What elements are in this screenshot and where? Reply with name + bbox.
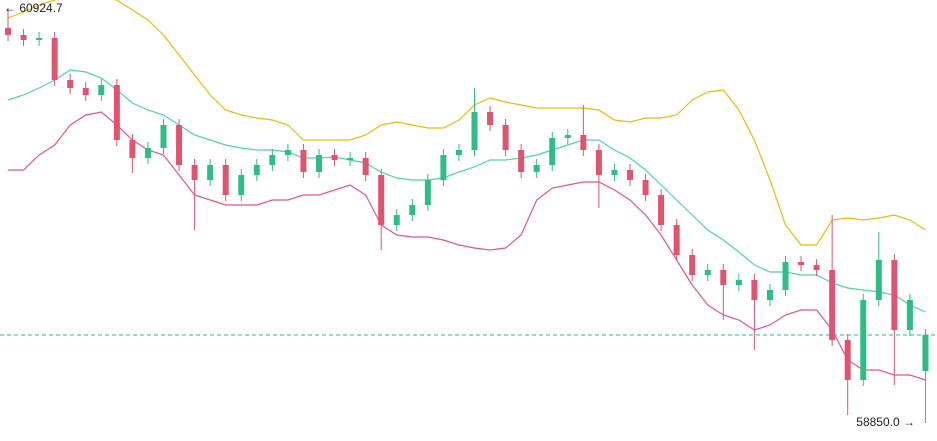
candle-body	[67, 80, 74, 88]
high-label: ← 60924.7	[4, 1, 63, 15]
candle-body	[347, 158, 354, 160]
candles	[0, 8, 937, 423]
candle-body	[362, 158, 369, 175]
candle-body	[533, 165, 540, 172]
candle-body	[207, 165, 214, 180]
candle-body	[627, 170, 633, 180]
candle-body	[36, 38, 43, 40]
candle-body	[5, 28, 11, 35]
candle-body	[284, 150, 291, 155]
candle-body	[378, 175, 385, 225]
candle-body	[689, 255, 696, 275]
candle-body	[238, 175, 245, 195]
candle-body	[144, 148, 151, 158]
candle-body	[658, 195, 665, 225]
candle-body	[813, 265, 820, 270]
bands	[7, 0, 926, 381]
candle-body	[191, 165, 198, 180]
candle-body	[113, 85, 120, 140]
candle-body	[471, 112, 478, 150]
candle-body	[735, 280, 742, 285]
candle-body	[176, 125, 183, 165]
candle-body	[906, 300, 913, 330]
band-line	[8, 111, 926, 381]
candle-body	[782, 262, 789, 290]
candle-body	[798, 262, 805, 265]
candle-body	[129, 140, 136, 158]
low-label: 58850.0 →	[856, 415, 915, 429]
candle-body	[704, 270, 711, 275]
candle-body	[51, 38, 58, 80]
candle-body	[316, 155, 322, 172]
candle-body	[751, 280, 758, 300]
candle-body	[518, 150, 525, 172]
candle-body	[642, 180, 649, 195]
band-line	[7, 69, 926, 313]
band-line	[7, 0, 926, 246]
candle-body	[82, 88, 89, 95]
candle-body	[20, 35, 27, 40]
candle-body	[487, 112, 494, 125]
candle-body	[564, 135, 571, 138]
candle-body	[98, 85, 105, 95]
candle-body	[269, 155, 276, 165]
candle-body	[860, 300, 867, 380]
candle-body	[844, 340, 851, 380]
candle-body	[595, 150, 602, 175]
candle-body	[502, 125, 509, 150]
candle-body	[300, 150, 307, 172]
candle-body	[580, 135, 587, 150]
candle-body	[611, 170, 618, 175]
candle-body	[440, 155, 447, 180]
candle-body	[160, 125, 167, 148]
candle-body	[222, 165, 229, 195]
candle-body	[424, 180, 431, 205]
candle-body	[673, 225, 680, 255]
candle-body	[766, 290, 773, 300]
candle-body	[922, 335, 929, 371]
candle-body	[253, 165, 260, 175]
candle-body	[393, 215, 400, 225]
candle-body	[331, 155, 338, 160]
candle-body	[720, 270, 727, 285]
candle-body	[891, 260, 898, 330]
candle-body	[455, 150, 462, 155]
candle-body	[409, 205, 416, 215]
candle-body	[829, 270, 836, 340]
candle-body	[549, 138, 556, 165]
candle-body	[875, 260, 882, 300]
